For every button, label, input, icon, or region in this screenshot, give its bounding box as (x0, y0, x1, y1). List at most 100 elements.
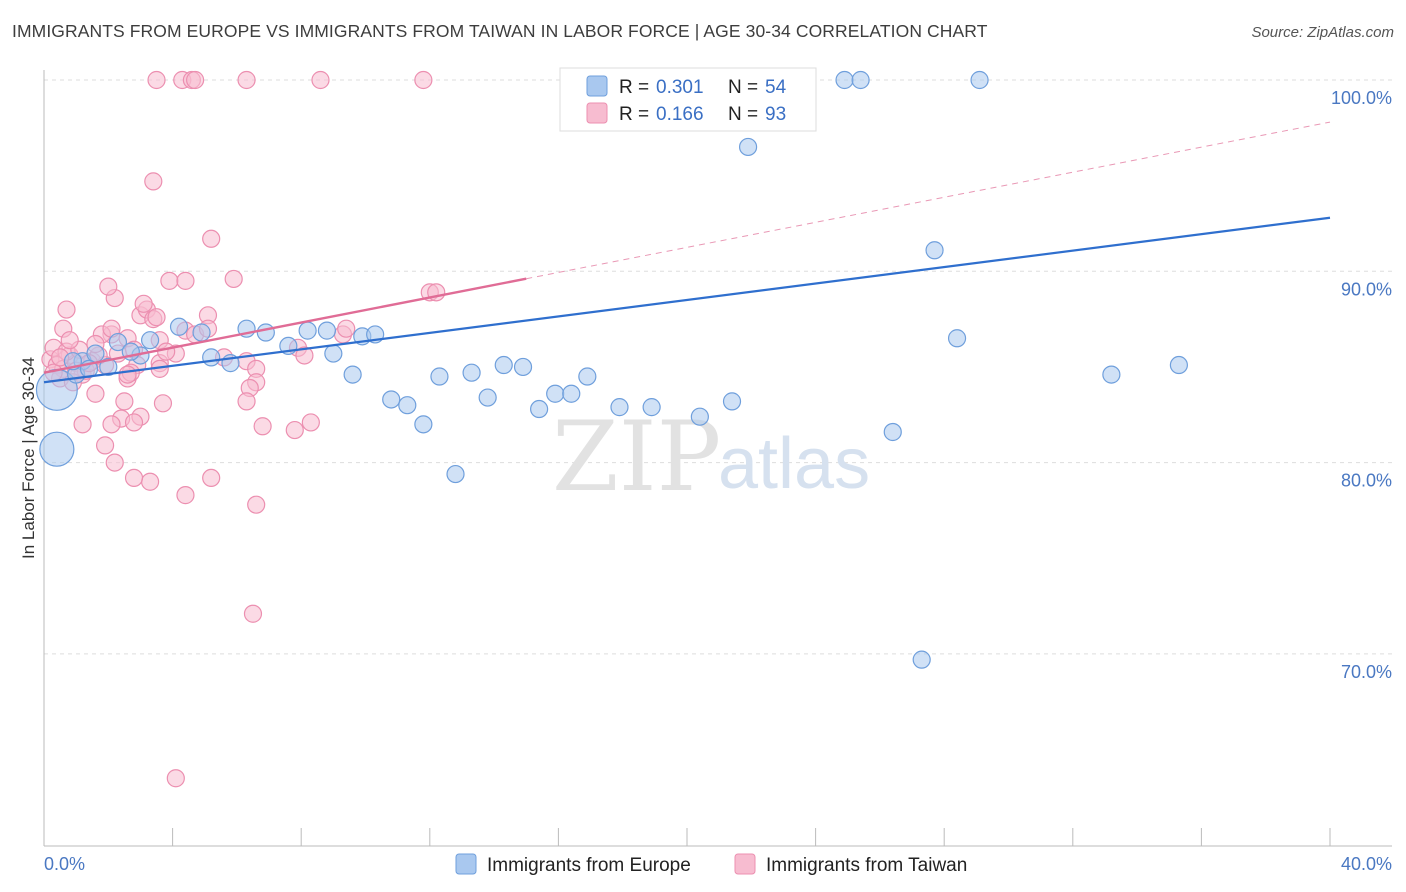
taiwan-point (115, 392, 134, 411)
taiwan-point (147, 308, 166, 327)
taiwan-point (124, 468, 144, 488)
taiwan-point (337, 319, 356, 338)
bottom-legend-europe: Immigrants from Europe (487, 855, 691, 876)
chart-title: IMMIGRANTS FROM EUROPE VS IMMIGRANTS FRO… (12, 21, 988, 41)
taiwan-points (41, 70, 446, 788)
legend-taiwan-n-value: 93 (765, 104, 786, 125)
taiwan-point (166, 769, 185, 788)
europe-point (947, 329, 967, 348)
taiwan-point (144, 172, 163, 191)
taiwan-point (60, 331, 79, 350)
europe-point (192, 323, 211, 342)
europe-point (562, 384, 581, 403)
europe-point (578, 367, 597, 386)
taiwan-point (86, 384, 105, 403)
y-axis-label: In Labor Force | Age 30-34 (19, 357, 38, 559)
legend-europe-n-label: N = (728, 77, 758, 98)
taiwan-point (301, 413, 320, 432)
legend-taiwan-n-label: N = (728, 104, 758, 125)
legend-taiwan-r-value: 0.166 (656, 104, 704, 125)
taiwan-point (414, 70, 433, 90)
taiwan-point (247, 495, 266, 514)
bottom-legend: Immigrants from Europe Immigrants from T… (455, 853, 967, 876)
taiwan-point (118, 365, 137, 384)
europe-point (140, 331, 160, 350)
taiwan-point (153, 394, 173, 413)
taiwan-point (186, 70, 205, 90)
taiwan-point (102, 415, 121, 434)
legend: R = 0.301 N = 54 R = 0.166 N = 93 (559, 67, 817, 132)
taiwan-point (134, 294, 153, 313)
europe-point (446, 464, 465, 484)
taiwan-point (224, 269, 243, 289)
x-tick-marks (43, 828, 1331, 846)
taiwan-point (57, 300, 76, 319)
x-tick-max: 40.0% (1341, 854, 1392, 874)
taiwan-point (237, 392, 256, 411)
taiwan-point (147, 70, 166, 90)
europe-point (382, 390, 401, 409)
europe-point (99, 357, 118, 377)
europe-point (851, 70, 870, 90)
taiwan-point (95, 436, 115, 455)
europe-point (610, 398, 629, 417)
taiwan-point (176, 486, 195, 505)
europe-point (925, 241, 944, 260)
europe-point (1102, 365, 1121, 384)
x-tick-min: 0.0% (44, 854, 85, 874)
bottom-legend-swatch-taiwan (734, 853, 756, 875)
legend-swatch-europe (586, 75, 608, 97)
taiwan-point (140, 472, 160, 491)
y-tick-label-100: 100.0% (1331, 88, 1392, 108)
europe-point (398, 396, 417, 415)
legend-europe-r-value: 0.301 (656, 77, 704, 98)
europe-point (317, 321, 337, 340)
bottom-legend-swatch-europe (455, 853, 477, 875)
europe-point (462, 363, 481, 382)
europe-point (430, 367, 449, 386)
europe-point (883, 422, 902, 442)
taiwan-point (202, 468, 221, 488)
legend-swatch-taiwan (586, 102, 608, 124)
europe-point (722, 392, 742, 411)
taiwan-point (157, 342, 176, 361)
europe-point (324, 344, 343, 363)
y-tick-labels: 70.0% 80.0% 90.0% 100.0% (1331, 88, 1392, 682)
taiwan-point (105, 453, 124, 472)
taiwan-point (243, 604, 263, 623)
y-tick-label-90: 90.0% (1341, 279, 1392, 299)
taiwan-point (295, 346, 314, 365)
legend-europe-n-value: 54 (765, 77, 787, 98)
europe-point (912, 650, 931, 669)
europe-point (414, 415, 433, 434)
europe-point (530, 399, 549, 419)
taiwan-point (237, 70, 256, 90)
europe-point (513, 357, 533, 377)
europe-point (690, 407, 709, 426)
taiwan-point (311, 70, 330, 90)
y-tick-label-70: 70.0% (1341, 662, 1392, 682)
taiwan-point (285, 420, 304, 440)
europe-point (478, 388, 497, 407)
europe-point (108, 332, 128, 352)
taiwan-point (202, 229, 221, 248)
europe-points (35, 70, 1188, 669)
europe-point (970, 70, 989, 90)
taiwan-point (124, 413, 144, 432)
europe-point (546, 384, 565, 403)
europe-point (835, 70, 854, 90)
bottom-legend-taiwan: Immigrants from Taiwan (766, 855, 967, 876)
taiwan-point (176, 271, 195, 290)
europe-point (202, 348, 221, 367)
taiwan-trend-extension (526, 121, 1331, 280)
europe-point (256, 323, 275, 342)
y-tick-label-80: 80.0% (1341, 471, 1392, 491)
europe-point (494, 355, 513, 375)
taiwan-point (99, 277, 118, 296)
taiwan-point (253, 417, 272, 436)
europe-trend-line (43, 216, 1331, 384)
europe-point (738, 137, 758, 157)
taiwan-point (73, 415, 92, 434)
europe-point (39, 431, 75, 467)
